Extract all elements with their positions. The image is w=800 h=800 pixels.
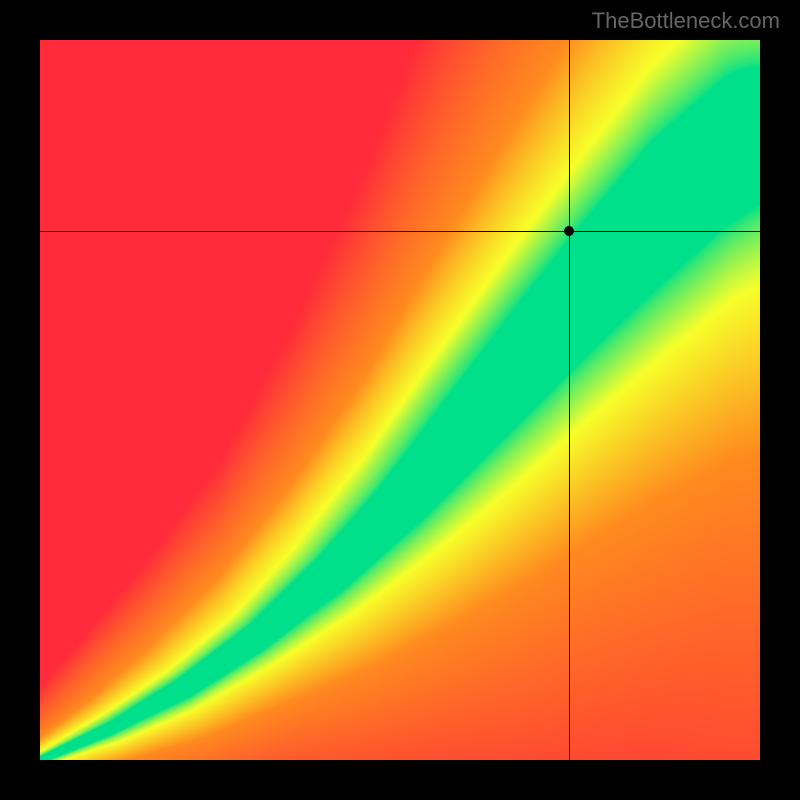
attribution-text: TheBottleneck.com [592, 8, 780, 34]
operating-point-marker [564, 226, 574, 236]
crosshair-vertical [569, 40, 570, 760]
crosshair-horizontal [40, 231, 760, 232]
plot-area [40, 40, 760, 760]
bottleneck-heatmap [40, 40, 760, 760]
